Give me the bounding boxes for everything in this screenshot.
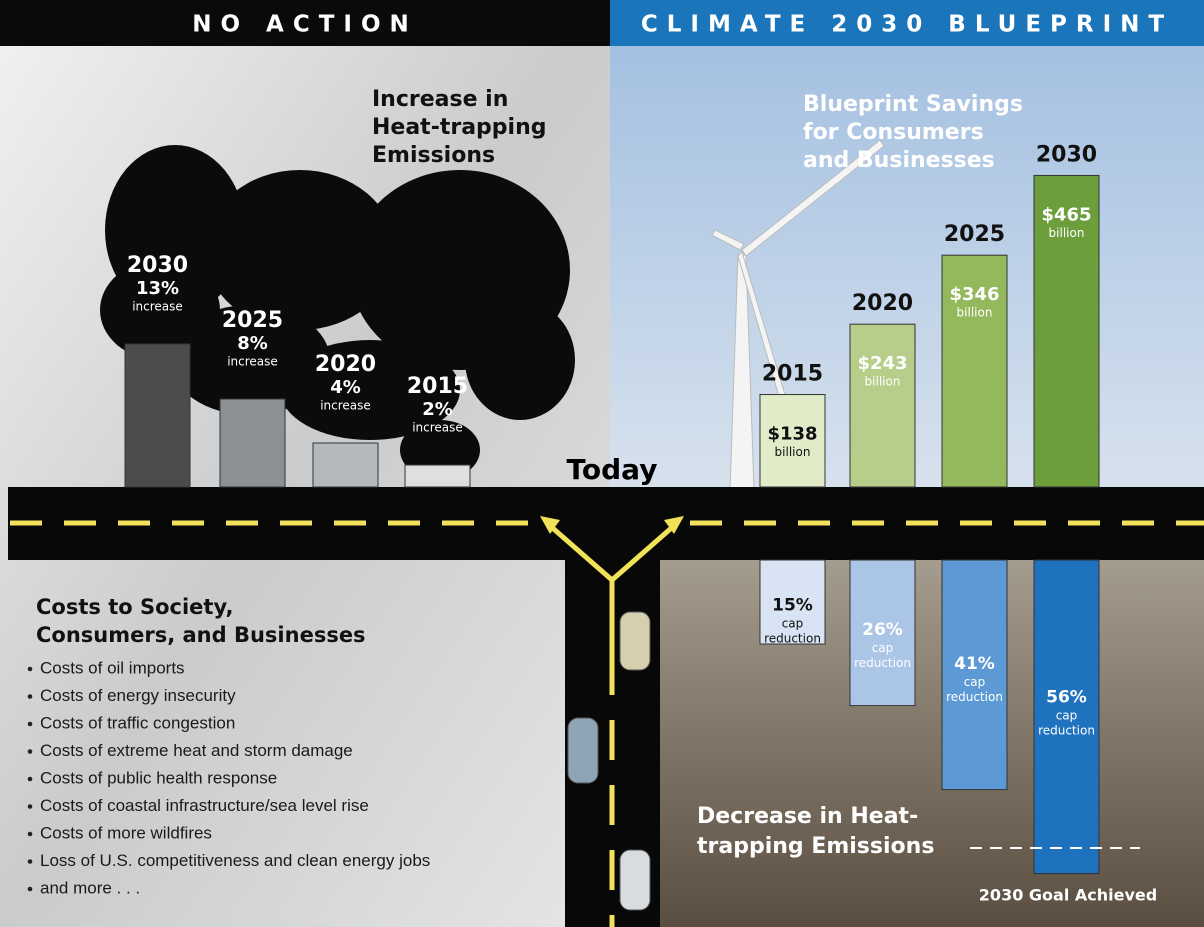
cost-item: Costs of public health response: [40, 768, 277, 787]
value-note: billion: [865, 375, 901, 389]
bullet: [28, 667, 33, 672]
value-note: increase: [412, 421, 463, 435]
value-label: 13%: [136, 278, 179, 299]
chart-title: for Consumers: [803, 120, 984, 145]
year-label: 2015: [407, 374, 468, 399]
cost-item: and more . . .: [40, 878, 140, 897]
value-label: $465: [1041, 204, 1091, 225]
bullet: [28, 804, 33, 809]
cost-item: Costs of more wildfires: [40, 823, 212, 842]
bullet: [28, 832, 33, 837]
value-note: billion: [775, 445, 811, 459]
value-label: 56%: [1046, 687, 1087, 707]
value-label: 41%: [954, 654, 995, 674]
chart-title: Emissions: [372, 143, 495, 168]
chart-title: Blueprint Savings: [803, 92, 1023, 117]
today-label: Today: [567, 453, 658, 486]
cost-item: Costs of oil imports: [40, 658, 185, 677]
year-label: 2020: [852, 291, 913, 316]
costs-title: Costs to Society,: [36, 595, 233, 619]
bullet: [28, 694, 33, 699]
bullet: [28, 722, 33, 727]
value-label: 15%: [772, 596, 813, 616]
value-note: billion: [1049, 226, 1085, 240]
value-label: 26%: [862, 620, 903, 640]
costs-title: Consumers, and Businesses: [36, 623, 366, 647]
bullet: [28, 777, 33, 782]
bullet: [28, 749, 33, 754]
year-label: 2020: [315, 352, 376, 377]
value-note: increase: [320, 399, 371, 413]
header-right-title: CLIMATE 2030 BLUEPRINT: [641, 12, 1173, 38]
year-label: 2030: [1036, 142, 1097, 167]
value-label: $346: [949, 284, 999, 305]
year-label: 2025: [944, 222, 1005, 247]
year-label: 2015: [762, 362, 823, 387]
bar: [405, 465, 470, 487]
bar: [125, 344, 190, 487]
value-label: $138: [767, 424, 817, 445]
infographic: NO ACTION CLIMATE 2030 BLUEPRINT Today C…: [0, 0, 1204, 927]
year-label: 2025: [222, 308, 283, 333]
bullet: [28, 859, 33, 864]
cost-item: Costs of energy insecurity: [40, 686, 236, 705]
year-label: 2030: [127, 253, 188, 278]
cost-item: Costs of traffic congestion: [40, 713, 235, 732]
cost-item: Loss of U.S. competitiveness and clean e…: [40, 851, 430, 870]
value-label: 2%: [422, 399, 453, 420]
chart-title: Heat-trapping: [372, 115, 547, 140]
goal-annotation: 2030 Goal Achieved: [979, 886, 1157, 905]
chart-title: trapping Emissions: [697, 834, 934, 859]
value-label: $243: [857, 353, 907, 374]
chart-title: Decrease in Heat-: [697, 804, 918, 829]
bar: [850, 324, 915, 487]
chart-title: and Businesses: [803, 148, 995, 173]
header-left-title: NO ACTION: [192, 12, 418, 38]
cost-item: Costs of extreme heat and storm damage: [40, 741, 353, 760]
bullet: [28, 887, 33, 892]
chart-title: Increase in: [372, 87, 508, 112]
cost-item: Costs of coastal infrastructure/sea leve…: [40, 796, 369, 815]
bar: [313, 443, 378, 487]
bar: [220, 399, 285, 487]
value-label: 4%: [330, 377, 361, 398]
value-note: increase: [227, 355, 278, 369]
value-label: 8%: [237, 333, 268, 354]
value-note: increase: [132, 300, 183, 314]
value-note: billion: [957, 306, 993, 320]
